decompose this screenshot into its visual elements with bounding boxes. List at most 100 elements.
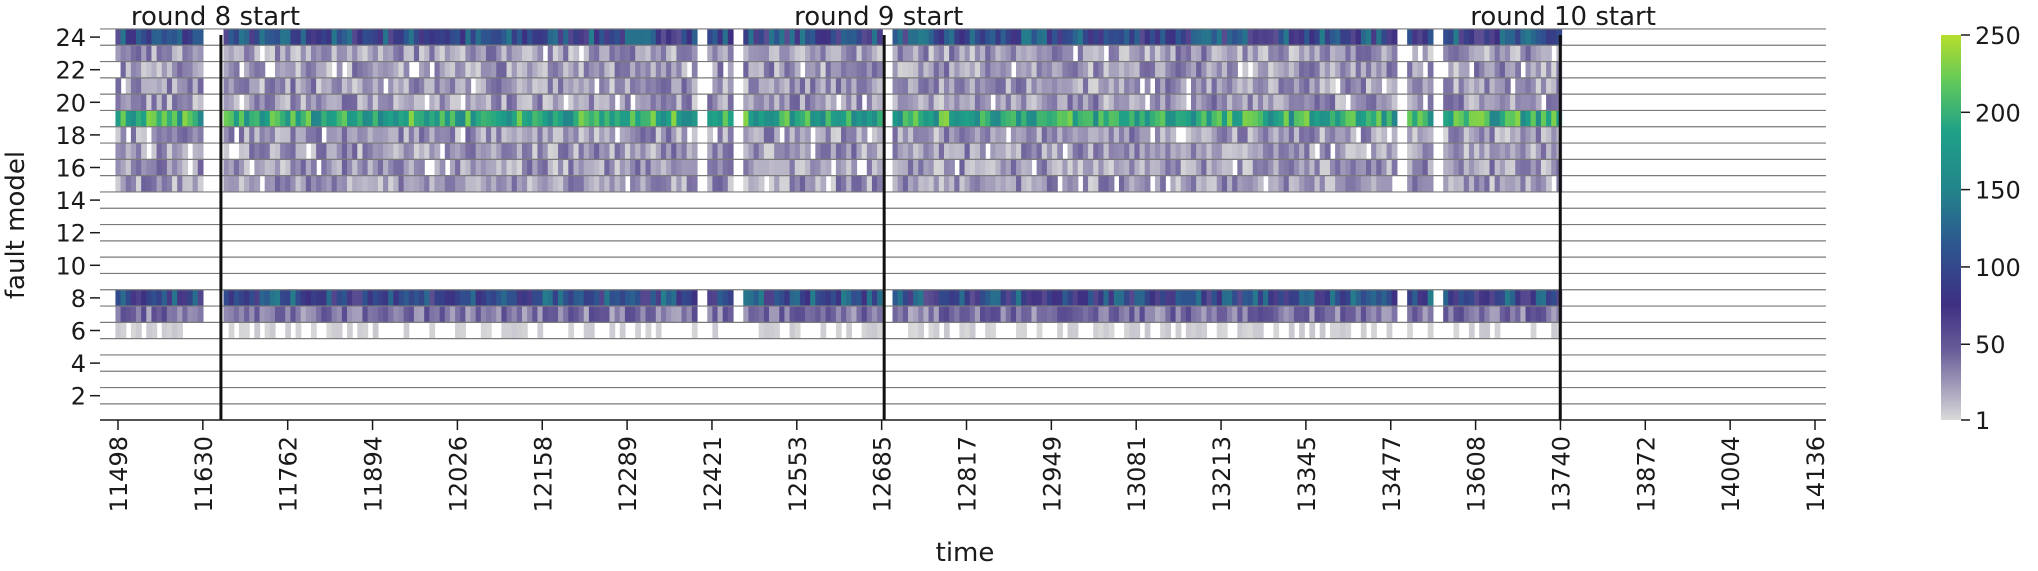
heatmap-cell — [115, 143, 122, 160]
heatmap-cell — [1242, 306, 1249, 323]
heatmap-cell — [491, 289, 497, 307]
heatmap-cell — [290, 45, 297, 62]
heatmap-cell — [491, 175, 497, 192]
heatmap-cell — [274, 45, 281, 62]
heatmap-cell — [264, 143, 271, 160]
heatmap-cell — [223, 28, 230, 46]
heatmap-cell — [1216, 61, 1223, 78]
heatmap-cell — [990, 306, 997, 323]
heatmap-cell — [1067, 126, 1074, 144]
heatmap-cell — [660, 77, 667, 95]
heatmap-cell — [918, 28, 924, 46]
heatmap-cell — [1093, 28, 1099, 46]
heatmap-cell — [897, 306, 904, 323]
heatmap-cell — [578, 77, 585, 95]
heatmap-cell — [938, 94, 945, 111]
heatmap-cell — [1314, 94, 1321, 111]
heatmap-cell — [614, 159, 621, 176]
heatmap-cell — [1247, 306, 1254, 323]
heatmap-cell — [146, 289, 153, 307]
heatmap-cell — [372, 175, 379, 192]
heatmap-cell — [274, 126, 281, 144]
heatmap-cell — [753, 143, 760, 160]
heatmap-cell — [393, 94, 400, 111]
heatmap-cell — [933, 175, 940, 192]
heatmap-cell — [980, 45, 986, 62]
heatmap-cell — [938, 28, 945, 46]
heatmap-cell — [1546, 45, 1552, 62]
heatmap-cell — [506, 289, 513, 307]
heatmap-cell — [310, 28, 317, 46]
heatmap-cell — [913, 159, 919, 176]
heatmap-cell — [1221, 322, 1228, 339]
heatmap-cell — [1283, 143, 1290, 160]
heatmap-cell — [1067, 94, 1074, 111]
heatmap-cell — [377, 94, 384, 111]
heatmap-cell — [300, 175, 307, 192]
heatmap-cell — [228, 28, 235, 46]
heatmap-cell — [1041, 110, 1048, 127]
heatmap-cell — [1499, 306, 1506, 323]
heatmap-cell — [172, 143, 178, 160]
heatmap-cell — [990, 289, 997, 307]
heatmap-cell — [769, 306, 775, 323]
heatmap-cell — [1227, 306, 1233, 323]
heatmap-cell — [558, 126, 564, 144]
heatmap-cell — [1072, 322, 1079, 339]
heatmap-cell — [1371, 61, 1377, 78]
heatmap-cell — [1355, 159, 1362, 176]
heatmap-cell — [470, 159, 477, 176]
heatmap-cell — [1448, 126, 1455, 144]
heatmap-cell — [1062, 45, 1069, 62]
heatmap-cell — [907, 94, 914, 111]
heatmap-cell — [1016, 77, 1022, 95]
heatmap-cell — [959, 45, 966, 62]
heatmap-cell — [856, 94, 863, 111]
heatmap-cell — [753, 45, 760, 62]
heatmap-cell — [1468, 289, 1475, 307]
heatmap-cell — [727, 45, 734, 62]
heatmap-cell — [295, 77, 302, 95]
heatmap-cell — [630, 61, 636, 78]
heatmap-cell — [480, 322, 487, 339]
heatmap-cell — [779, 289, 786, 307]
heatmap-cell — [676, 306, 683, 323]
heatmap-cell — [871, 94, 878, 111]
heatmap-cell — [1000, 306, 1007, 323]
heatmap-cell — [460, 77, 466, 95]
heatmap-cell — [316, 94, 322, 111]
heatmap-cell — [223, 45, 230, 62]
heatmap-cell — [264, 322, 271, 339]
heatmap-cell — [475, 289, 482, 307]
heatmap-cell — [228, 289, 235, 307]
heatmap-cell — [280, 28, 286, 46]
heatmap-cell — [1129, 77, 1135, 95]
heatmap-cell — [424, 289, 430, 307]
heatmap-cell — [1052, 110, 1058, 127]
heatmap-cell — [434, 306, 441, 323]
heatmap-cell — [902, 77, 909, 95]
heatmap-cell — [151, 94, 158, 111]
heatmap-cell — [1448, 175, 1455, 192]
heatmap-cell — [1036, 110, 1043, 127]
heatmap-cell — [851, 159, 858, 176]
heatmap-cell — [1227, 126, 1233, 144]
heatmap-cell — [722, 159, 729, 176]
heatmap-cell — [403, 306, 410, 323]
heatmap-cell — [1052, 126, 1058, 144]
heatmap-cell — [1103, 126, 1110, 144]
heatmap-cell — [1314, 28, 1321, 46]
heatmap-cell — [367, 110, 374, 127]
heatmap-cell — [877, 289, 883, 307]
heatmap-cell — [1314, 61, 1321, 78]
heatmap-cell — [244, 143, 250, 160]
heatmap-cell — [1350, 110, 1357, 127]
heatmap-cell — [419, 126, 425, 144]
heatmap-cell — [1206, 61, 1213, 78]
heatmap-cell — [954, 45, 961, 62]
heatmap-cell — [367, 77, 374, 95]
heatmap-cell — [1386, 175, 1393, 192]
heatmap-cell — [1371, 110, 1377, 127]
heatmap-cell — [552, 143, 559, 160]
heatmap-cell — [1165, 28, 1172, 46]
